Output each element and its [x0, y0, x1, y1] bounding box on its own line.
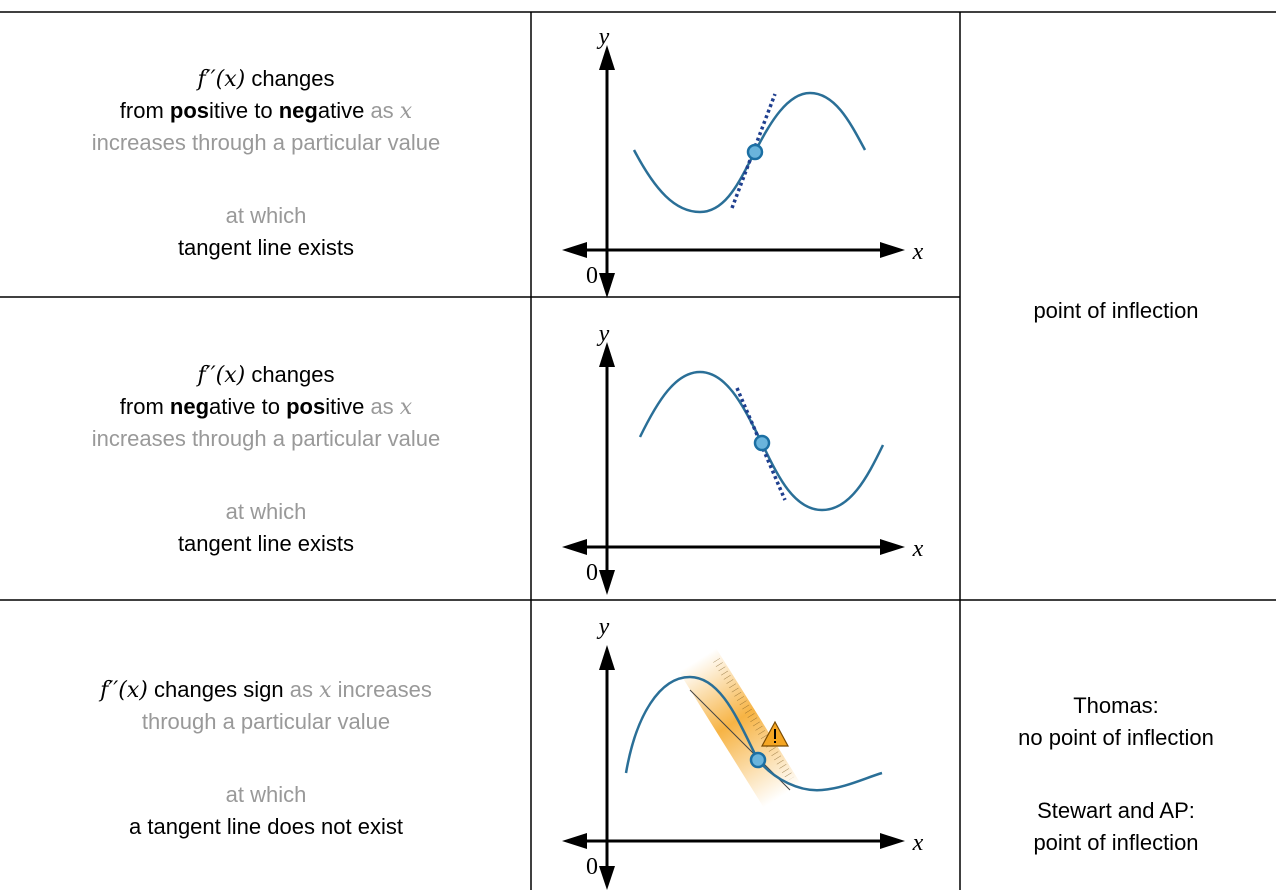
x-axis-label: x [912, 830, 924, 856]
arrowhead [599, 645, 615, 670]
text-segment: changes sign [148, 677, 284, 702]
text-line: f′′(x) changes [195, 362, 334, 388]
x-axis-label: x [912, 536, 924, 562]
text-segment: pos [170, 98, 209, 123]
text-line: tangent line exists [178, 531, 354, 556]
text-line: tangent line exists [178, 235, 354, 260]
text-line: from negative to positive as x [120, 394, 413, 420]
text-line: f′′(x) changes sign as x increases [98, 677, 432, 703]
text-segment: tangent line exists [178, 235, 354, 260]
text-segment: neg [279, 98, 318, 123]
graph: y x 0 [562, 321, 924, 595]
text-segment: point of inflection [1033, 830, 1198, 855]
text-segment: Stewart and AP: [1037, 798, 1195, 823]
origin-label: 0 [586, 263, 598, 289]
arrowhead [599, 866, 615, 890]
cusp-point [751, 753, 765, 767]
text-line: increases through a particular value [92, 130, 441, 155]
text-segment: pos [286, 394, 325, 419]
text-segment: changes [245, 362, 334, 387]
text-line: Stewart and AP: [1037, 798, 1195, 823]
graph: y x 0 [562, 24, 924, 298]
text-segment: f′′(x) [98, 678, 148, 703]
text-line: from positive to negative as x [120, 98, 413, 124]
arrowhead [562, 539, 587, 555]
text-segment: x [400, 395, 413, 420]
text-segment: through a particular value [142, 709, 390, 734]
text-segment: from [120, 98, 170, 123]
ruler [679, 648, 801, 807]
arrowhead [880, 242, 905, 258]
text-segment: as [364, 394, 399, 419]
graph: y x 0 [562, 614, 924, 890]
arrowhead [880, 833, 905, 849]
text-segment: no point of inflection [1018, 725, 1214, 750]
text-segment: as [364, 98, 399, 123]
y-axis-label: y [597, 321, 610, 347]
text-segment: tangent line exists [178, 531, 354, 556]
text-segment: x [400, 99, 413, 124]
text-segment: from [120, 394, 170, 419]
origin-label: 0 [586, 560, 598, 586]
text-segment: itive [325, 394, 364, 419]
text-line: a tangent line does not exist [129, 814, 403, 839]
text-segment: ative [318, 98, 364, 123]
text-segment: Thomas: [1073, 693, 1159, 718]
inflection-point [748, 145, 762, 159]
comparison-table: y x 0 y x 0 [0, 0, 1276, 890]
text-line: point of inflection [1033, 830, 1198, 855]
text-segment: increases through a particular value [92, 426, 441, 451]
text-segment: as [284, 677, 319, 702]
text-segment: at which [226, 203, 307, 228]
origin-label: 0 [586, 854, 598, 880]
text-line: f′′(x) changes [195, 66, 334, 92]
y-axis-label: y [597, 24, 610, 50]
text-segment: point of inflection [1033, 298, 1198, 323]
arrowhead [562, 833, 587, 849]
text-line: at which [226, 499, 307, 524]
text-line: point of inflection [1033, 298, 1198, 323]
text-segment: itive to [209, 98, 279, 123]
text-segment: neg [170, 394, 209, 419]
text-segment: at which [226, 499, 307, 524]
text-line: increases through a particular value [92, 426, 441, 451]
text-segment: changes [245, 66, 334, 91]
text-line: Thomas: [1073, 693, 1159, 718]
text-segment: increases [332, 677, 432, 702]
arrowhead [880, 539, 905, 555]
text-line: at which [226, 782, 307, 807]
inflection-point [755, 436, 769, 450]
arrowhead [599, 570, 615, 595]
text-segment: f′′(x) [195, 67, 245, 92]
text-line: no point of inflection [1018, 725, 1214, 750]
text-segment: a tangent line does not exist [129, 814, 403, 839]
text-segment: at which [226, 782, 307, 807]
arrowhead [562, 242, 587, 258]
arrowhead [599, 273, 615, 298]
text-segment: f′′(x) [195, 363, 245, 388]
y-axis-label: y [597, 614, 610, 640]
x-axis-label: x [912, 239, 924, 265]
text-segment: ative to [209, 394, 286, 419]
text-line: through a particular value [142, 709, 390, 734]
text-segment: increases through a particular value [92, 130, 441, 155]
text-line: at which [226, 203, 307, 228]
text-segment: x [319, 678, 332, 703]
